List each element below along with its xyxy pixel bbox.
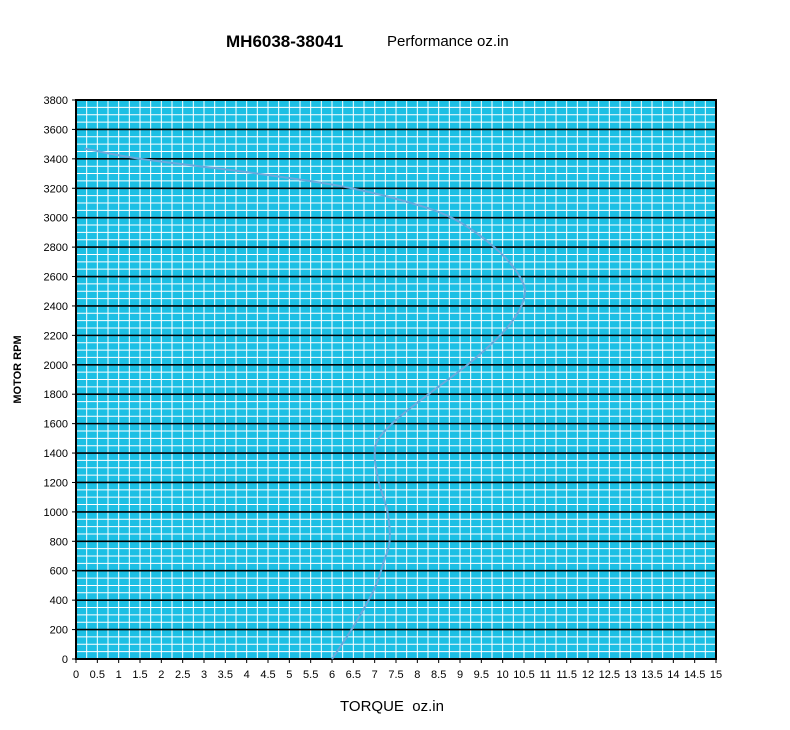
x-tick-label: 1: [116, 669, 122, 681]
x-tick-label: 5: [286, 669, 292, 681]
x-tick-label: 9: [457, 669, 463, 681]
x-tick-label: 3: [201, 669, 207, 681]
y-axis-label: MOTOR RPM: [12, 335, 24, 403]
x-tick-label: 1.5: [132, 669, 147, 681]
x-tick-label: 15: [710, 669, 722, 681]
x-tick-label: 0.5: [90, 669, 105, 681]
y-tick-label: 3800: [44, 95, 68, 107]
y-tick-label: 800: [50, 536, 68, 548]
x-tick-label: 10.5: [513, 669, 534, 681]
x-tick-label: 4: [244, 669, 250, 681]
y-tick-label: 0: [62, 654, 68, 666]
x-tick-label: 4.5: [260, 669, 275, 681]
x-tick-label: 11: [540, 669, 551, 681]
x-tick-label: 2.5: [175, 669, 190, 681]
major-grid: [76, 128, 716, 631]
x-tick-label: 14.5: [684, 669, 705, 681]
y-tick-label: 1000: [44, 507, 68, 519]
x-tick-label: 8.5: [431, 669, 446, 681]
y-tick-label: 2600: [44, 272, 68, 284]
y-tick-label: 1600: [44, 419, 68, 431]
x-tick-label: 6.5: [346, 669, 361, 681]
y-tick-label: 1800: [44, 389, 68, 401]
x-tick-label: 6: [329, 669, 335, 681]
x-tick-label: 0: [73, 669, 79, 681]
chart-subtitle: Performance oz.in: [387, 33, 509, 50]
x-tick-label: 2: [158, 669, 164, 681]
x-tick-label: 5.5: [303, 669, 318, 681]
y-tick-label: 1200: [44, 477, 68, 489]
torque-curve: [84, 147, 526, 660]
y-tick-label: 2200: [44, 330, 68, 342]
y-tick-label: 3200: [44, 183, 68, 195]
x-tick-label: 7.5: [388, 669, 403, 681]
y-tick-label: 2400: [44, 301, 68, 313]
x-tick-label: 12.5: [599, 669, 620, 681]
y-tick-label: 3000: [44, 213, 68, 225]
x-axis-ticks: 0 0.5 1 1.5 2 2.5 3 3.5 4 4.5 5 5.5 6 6.5 7 7.5 8 8.5 9 9.5…: [73, 659, 722, 681]
x-tick-label: 9.5: [474, 669, 489, 681]
minor-grid: [76, 100, 716, 659]
x-tick-label: 12: [582, 669, 594, 681]
x-tick-label: 7: [372, 669, 378, 681]
y-tick-label: 3600: [44, 124, 68, 136]
x-tick-label: 3.5: [218, 669, 233, 681]
y-tick-label: 2800: [44, 242, 68, 254]
y-axis-ticks: 0 200 400 600 800 1000 1200 1400 1600 1800 2000 220…: [44, 95, 76, 666]
y-tick-label: 3400: [44, 154, 68, 166]
y-tick-label: 1400: [44, 448, 68, 460]
y-tick-label: 200: [50, 625, 68, 637]
y-tick-label: 2000: [44, 360, 68, 372]
x-tick-label: 14: [667, 669, 679, 681]
y-tick-label: 600: [50, 566, 68, 578]
x-tick-label: 11.5: [556, 669, 577, 681]
y-tick-label: 400: [50, 595, 68, 607]
chart-title-row: MH6038-38041 Performance oz.in: [0, 32, 790, 56]
chart-title: MH6038-38041: [226, 32, 344, 51]
x-tick-label: 10: [497, 669, 509, 681]
x-tick-label: 13: [625, 669, 637, 681]
x-tick-label: 8: [414, 669, 420, 681]
x-tick-label: 13.5: [641, 669, 662, 681]
x-axis-label: TORQUE oz.in: [340, 698, 444, 715]
